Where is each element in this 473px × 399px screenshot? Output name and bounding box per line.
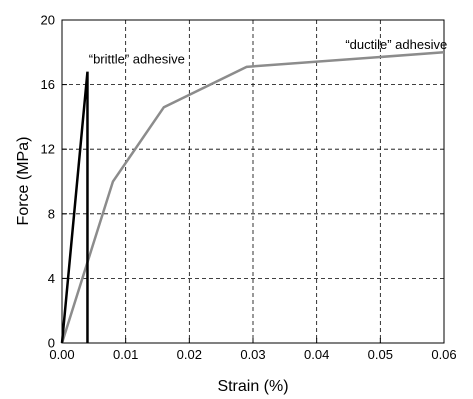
- y-tick-label: 4: [48, 271, 55, 286]
- x-tick-label: 0.05: [368, 347, 393, 362]
- x-axis-title: Strain (%): [217, 378, 288, 395]
- y-tick-label: 16: [41, 77, 55, 92]
- x-tick-label: 0.01: [113, 347, 138, 362]
- y-axis-title: Force (MPa): [15, 137, 32, 226]
- x-tick-label: 0.03: [240, 347, 265, 362]
- y-tick-label: 0: [48, 336, 55, 351]
- y-tick-label: 8: [48, 206, 55, 221]
- x-tick-label: 0.04: [304, 347, 329, 362]
- ductile-adhesive-line: [60, 51, 445, 344]
- brittle-adhesive-line: [60, 71, 89, 344]
- x-tick-label: 0.06: [431, 347, 456, 362]
- ductile-adhesive-label: “ductile” adhesive: [345, 37, 447, 52]
- x-tick-label: 0.00: [49, 347, 74, 362]
- annotations: “brittle” adhesive “ductile” adhesive: [89, 37, 447, 67]
- axis-ticks: 0.00 0.01 0.02 0.03 0.04 0.05 0.06 0 4 8 12 16 20: [41, 13, 457, 363]
- y-tick-label: 20: [41, 13, 55, 28]
- y-tick-label: 12: [41, 142, 55, 157]
- x-tick-label: 0.02: [177, 347, 202, 362]
- brittle-adhesive-label: “brittle” adhesive: [89, 52, 185, 67]
- series-lines: [60, 51, 445, 344]
- grid-lines: [62, 20, 444, 343]
